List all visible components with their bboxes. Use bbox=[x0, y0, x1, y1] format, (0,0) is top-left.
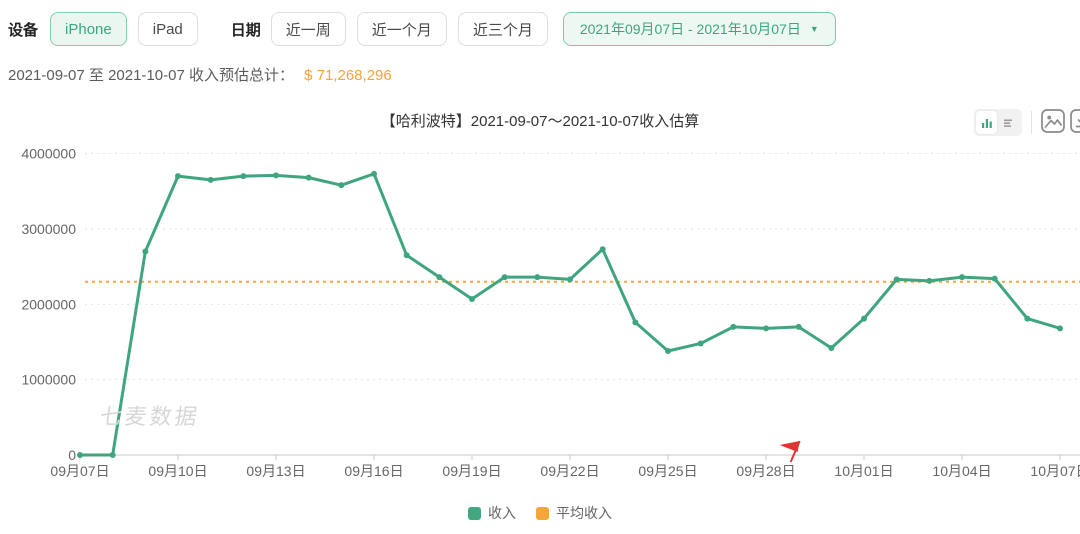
data-point[interactable] bbox=[926, 277, 933, 284]
toolbar: 设备 iPhone iPad 日期 近一周 近一个月 近三个月 2021年09月… bbox=[8, 12, 847, 46]
data-point[interactable] bbox=[240, 173, 247, 180]
summary-line: 2021-09-07 至 2021-10-07 收入预估总计： $ 71,268… bbox=[8, 64, 392, 85]
table-view-button[interactable] bbox=[997, 111, 1018, 134]
income-line bbox=[78, 172, 1062, 457]
data-point[interactable] bbox=[599, 246, 606, 253]
x-axis-label: 09月28日 bbox=[736, 463, 795, 479]
legend-average-income-label: 平均收入 bbox=[556, 505, 612, 521]
y-axis-label: 2000000 bbox=[21, 296, 76, 312]
chart-view-button[interactable] bbox=[976, 111, 997, 134]
legend-item-income[interactable]: 收入 bbox=[468, 503, 516, 523]
data-point[interactable] bbox=[109, 452, 116, 458]
x-axis-label: 09月25日 bbox=[638, 463, 697, 479]
y-axis-label: 4000000 bbox=[21, 146, 76, 162]
data-point[interactable] bbox=[828, 344, 835, 351]
watermark: 七麦数据 bbox=[98, 404, 202, 429]
date-label: 日期 bbox=[230, 21, 261, 39]
y-axis-label: 0 bbox=[68, 447, 76, 463]
date-range-picker[interactable]: 2021年09月07日 - 2021年10月07日 ▼ bbox=[562, 12, 836, 46]
average-income-swatch bbox=[536, 506, 549, 520]
y-axis-label: 1000000 bbox=[21, 372, 76, 388]
data-point[interactable] bbox=[207, 176, 214, 183]
download-icon bbox=[1069, 108, 1080, 134]
x-axis-label: 10月04日 bbox=[932, 463, 991, 479]
x-axis-label: 09月19日 bbox=[442, 463, 501, 479]
range-last-week-button[interactable]: 近一周 bbox=[270, 12, 346, 46]
download-button[interactable] bbox=[1069, 108, 1080, 134]
chart-legend: 收入 平均收入 bbox=[0, 503, 1080, 523]
image-icon bbox=[1040, 108, 1066, 134]
summary-amount: $ 71,268,296 bbox=[304, 67, 392, 84]
data-point[interactable] bbox=[338, 182, 345, 189]
chart-view-toggle bbox=[974, 109, 1022, 136]
device-ipad-button[interactable]: iPad bbox=[137, 12, 198, 46]
range-last-3-months-button[interactable]: 近三个月 bbox=[457, 12, 548, 46]
summary-text: 2021-09-07 至 2021-10-07 收入预估总计： bbox=[8, 67, 294, 84]
bar-chart-icon bbox=[981, 117, 993, 129]
y-axis-label: 3000000 bbox=[21, 221, 76, 237]
legend-income-label: 收入 bbox=[488, 505, 516, 521]
data-point[interactable] bbox=[469, 295, 475, 302]
data-point[interactable] bbox=[567, 276, 573, 283]
device-label: 设备 bbox=[8, 21, 39, 39]
toolbar-divider bbox=[1031, 111, 1032, 134]
data-point[interactable] bbox=[175, 173, 181, 180]
data-point[interactable] bbox=[1057, 325, 1063, 332]
data-point[interactable] bbox=[861, 315, 867, 322]
income-swatch bbox=[468, 506, 481, 520]
data-point[interactable] bbox=[991, 275, 998, 282]
date-range-value: 2021年09月07日 - 2021年10月07日 bbox=[579, 21, 801, 37]
x-axis-label: 09月07日 bbox=[50, 463, 109, 479]
x-axis-label: 10月01日 bbox=[834, 463, 893, 479]
range-last-month-button[interactable]: 近一个月 bbox=[356, 12, 447, 46]
data-point[interactable] bbox=[77, 452, 83, 458]
legend-item-average-income[interactable]: 平均收入 bbox=[536, 503, 612, 523]
data-point[interactable] bbox=[632, 319, 639, 326]
data-point[interactable] bbox=[403, 252, 410, 259]
data-point[interactable] bbox=[305, 174, 312, 181]
data-point[interactable] bbox=[730, 323, 737, 330]
data-point[interactable] bbox=[893, 276, 900, 283]
flag-icon[interactable] bbox=[779, 440, 801, 463]
export-image-button[interactable] bbox=[1040, 108, 1066, 134]
x-axis-label: 09月16日 bbox=[344, 463, 403, 479]
data-point[interactable] bbox=[795, 323, 802, 330]
data-point[interactable] bbox=[436, 274, 443, 281]
device-iphone-button[interactable]: iPhone bbox=[50, 12, 127, 46]
data-point[interactable] bbox=[501, 274, 508, 281]
data-point[interactable] bbox=[959, 274, 965, 281]
chart-title: 【哈利波特】2021-09-07～2021-10-07收入估算 bbox=[380, 113, 700, 130]
x-axis-label: 09月10日 bbox=[148, 463, 207, 479]
x-axis-label: 10月07日 bbox=[1030, 463, 1080, 479]
data-point[interactable] bbox=[697, 340, 704, 347]
data-point[interactable] bbox=[142, 248, 149, 255]
table-list-icon bbox=[1002, 117, 1014, 129]
data-point[interactable] bbox=[273, 172, 279, 179]
data-point[interactable] bbox=[534, 274, 541, 281]
data-point[interactable] bbox=[1024, 315, 1031, 322]
caret-down-icon: ▼ bbox=[809, 24, 819, 34]
revenue-chart-svg[interactable]: 0 1000000 2000000 3000000 4000000 09月07日 09月10… bbox=[0, 140, 1080, 500]
x-axis-label: 09月22日 bbox=[540, 463, 599, 479]
x-axis-label: 09月13日 bbox=[246, 463, 305, 479]
data-point[interactable] bbox=[371, 170, 377, 177]
data-point[interactable] bbox=[763, 325, 769, 332]
data-point[interactable] bbox=[665, 347, 671, 354]
